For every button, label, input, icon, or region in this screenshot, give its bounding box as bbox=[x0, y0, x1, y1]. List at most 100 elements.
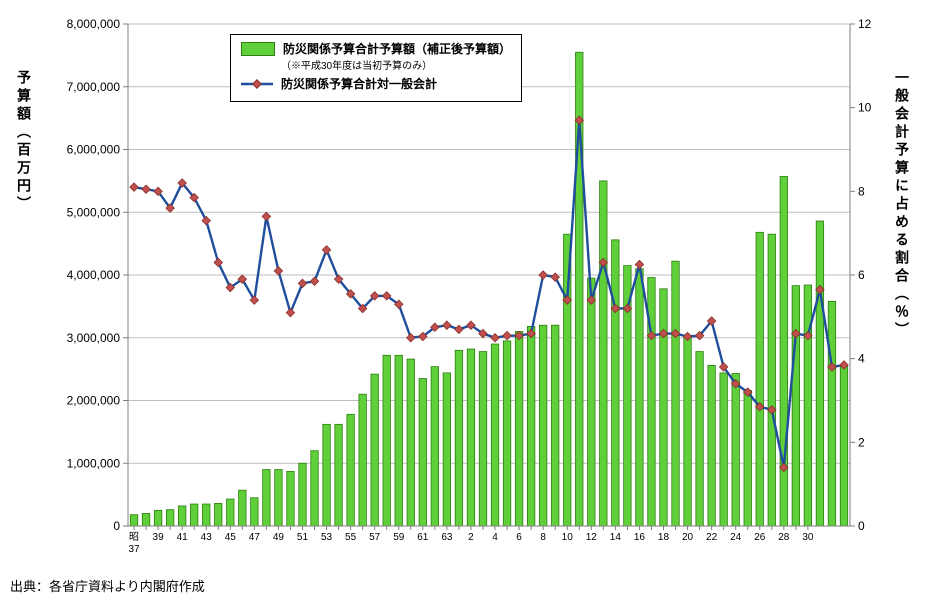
svg-text:47: 47 bbox=[249, 532, 261, 543]
bar bbox=[600, 181, 607, 526]
line-marker bbox=[310, 277, 318, 285]
legend-row-bar: 防災関係予算合計予算額（補正後予算額） bbox=[241, 41, 511, 58]
bar bbox=[287, 471, 294, 526]
bar bbox=[816, 221, 823, 526]
svg-text:0: 0 bbox=[858, 519, 865, 533]
legend-bar-sublabel: （※平成30年度は当初予算のみ） bbox=[281, 60, 511, 74]
svg-text:51: 51 bbox=[297, 532, 309, 543]
bar bbox=[720, 373, 727, 526]
svg-text:2: 2 bbox=[468, 532, 474, 543]
svg-text:59: 59 bbox=[393, 532, 405, 543]
svg-text:4,000,000: 4,000,000 bbox=[67, 268, 121, 282]
line-marker bbox=[322, 246, 330, 254]
line-marker bbox=[286, 308, 294, 316]
bar bbox=[443, 373, 450, 526]
bar bbox=[696, 352, 703, 526]
bar bbox=[732, 374, 739, 526]
bar bbox=[551, 325, 558, 526]
y-right-axis-title: 一般会計予算に占める割合（％） bbox=[892, 70, 912, 340]
svg-text:昭: 昭 bbox=[129, 531, 139, 543]
legend-bar-swatch bbox=[241, 42, 275, 56]
svg-text:10: 10 bbox=[562, 532, 574, 543]
svg-text:30: 30 bbox=[802, 532, 814, 543]
svg-text:16: 16 bbox=[634, 532, 646, 543]
svg-text:4: 4 bbox=[492, 532, 498, 543]
svg-text:1,000,000: 1,000,000 bbox=[67, 456, 121, 470]
line-marker bbox=[274, 267, 282, 275]
svg-text:49: 49 bbox=[273, 532, 285, 543]
line-marker bbox=[298, 279, 306, 287]
bar bbox=[636, 269, 643, 526]
bar bbox=[154, 510, 161, 526]
legend-bar-label: 防災関係予算合計予算額（補正後予算額） bbox=[283, 41, 511, 58]
bar bbox=[708, 365, 715, 526]
bar bbox=[335, 424, 342, 526]
svg-text:10: 10 bbox=[858, 101, 872, 115]
chart-container: 予算額（百万円） 一般会計予算に占める割合（％） 0 1,000,000 2,000… bbox=[10, 10, 916, 570]
svg-text:8: 8 bbox=[540, 532, 546, 543]
svg-text:2: 2 bbox=[858, 435, 865, 449]
bar bbox=[383, 355, 390, 526]
line-marker bbox=[503, 331, 511, 339]
line-marker bbox=[635, 260, 643, 268]
svg-text:61: 61 bbox=[417, 532, 429, 543]
bar bbox=[768, 234, 775, 526]
svg-text:28: 28 bbox=[778, 532, 790, 543]
bar bbox=[780, 176, 787, 526]
svg-text:5,000,000: 5,000,000 bbox=[67, 205, 121, 219]
svg-text:6: 6 bbox=[516, 532, 522, 543]
svg-text:57: 57 bbox=[369, 532, 381, 543]
bar bbox=[431, 367, 438, 526]
bar bbox=[275, 470, 282, 526]
legend-line-label: 防災関係予算合計対一般会計 bbox=[281, 76, 437, 93]
bar bbox=[612, 240, 619, 526]
bar bbox=[419, 379, 426, 526]
svg-text:6,000,000: 6,000,000 bbox=[67, 143, 121, 157]
svg-text:4: 4 bbox=[858, 352, 865, 366]
line-marker bbox=[262, 212, 270, 220]
svg-text:53: 53 bbox=[321, 532, 333, 543]
bar bbox=[503, 341, 510, 526]
svg-text:18: 18 bbox=[658, 532, 670, 543]
svg-text:3,000,000: 3,000,000 bbox=[67, 331, 121, 345]
svg-text:45: 45 bbox=[225, 532, 237, 543]
legend-line-swatch bbox=[241, 77, 273, 91]
bar bbox=[660, 289, 667, 526]
bar bbox=[479, 352, 486, 526]
bar bbox=[840, 366, 847, 526]
svg-text:26: 26 bbox=[754, 532, 766, 543]
svg-text:39: 39 bbox=[153, 532, 165, 543]
svg-text:12: 12 bbox=[858, 17, 872, 31]
bar bbox=[178, 506, 185, 526]
bar bbox=[359, 394, 366, 526]
bar bbox=[792, 286, 799, 526]
line-marker bbox=[455, 325, 463, 333]
bar bbox=[527, 326, 534, 526]
svg-text:63: 63 bbox=[441, 532, 453, 543]
bar bbox=[323, 424, 330, 526]
svg-text:43: 43 bbox=[201, 532, 213, 543]
bar bbox=[588, 278, 595, 526]
bar bbox=[299, 463, 306, 526]
svg-text:0: 0 bbox=[113, 519, 120, 533]
y-left-axis-title: 予算額（百万円） bbox=[14, 70, 34, 214]
bar bbox=[407, 359, 414, 526]
svg-text:12: 12 bbox=[586, 532, 598, 543]
bar bbox=[371, 374, 378, 526]
bar bbox=[239, 490, 246, 526]
bar bbox=[539, 325, 546, 526]
svg-text:14: 14 bbox=[610, 532, 622, 543]
bar bbox=[142, 513, 149, 526]
line-marker bbox=[202, 216, 210, 224]
bar bbox=[190, 504, 197, 526]
svg-text:22: 22 bbox=[706, 532, 718, 543]
line-marker bbox=[214, 258, 222, 266]
svg-text:2,000,000: 2,000,000 bbox=[67, 394, 121, 408]
bar bbox=[672, 261, 679, 526]
source-note: 出典：各省庁資料より内閣府作成 bbox=[10, 576, 916, 595]
bar bbox=[828, 301, 835, 526]
bar bbox=[311, 451, 318, 526]
line-marker bbox=[491, 334, 499, 342]
line-marker bbox=[443, 321, 451, 329]
line-marker bbox=[407, 334, 415, 342]
